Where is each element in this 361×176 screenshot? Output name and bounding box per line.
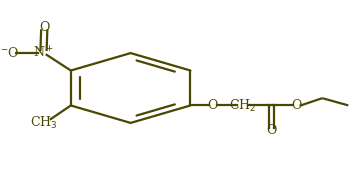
Text: O: O xyxy=(39,21,50,34)
Text: CH$_3$: CH$_3$ xyxy=(30,115,58,131)
Text: O: O xyxy=(266,124,277,137)
Text: O: O xyxy=(291,99,302,112)
Text: N$^+$: N$^+$ xyxy=(33,45,55,61)
Text: $^{-}$O: $^{-}$O xyxy=(0,46,19,60)
Text: O: O xyxy=(208,99,218,112)
Text: CH$_2$: CH$_2$ xyxy=(229,97,256,114)
